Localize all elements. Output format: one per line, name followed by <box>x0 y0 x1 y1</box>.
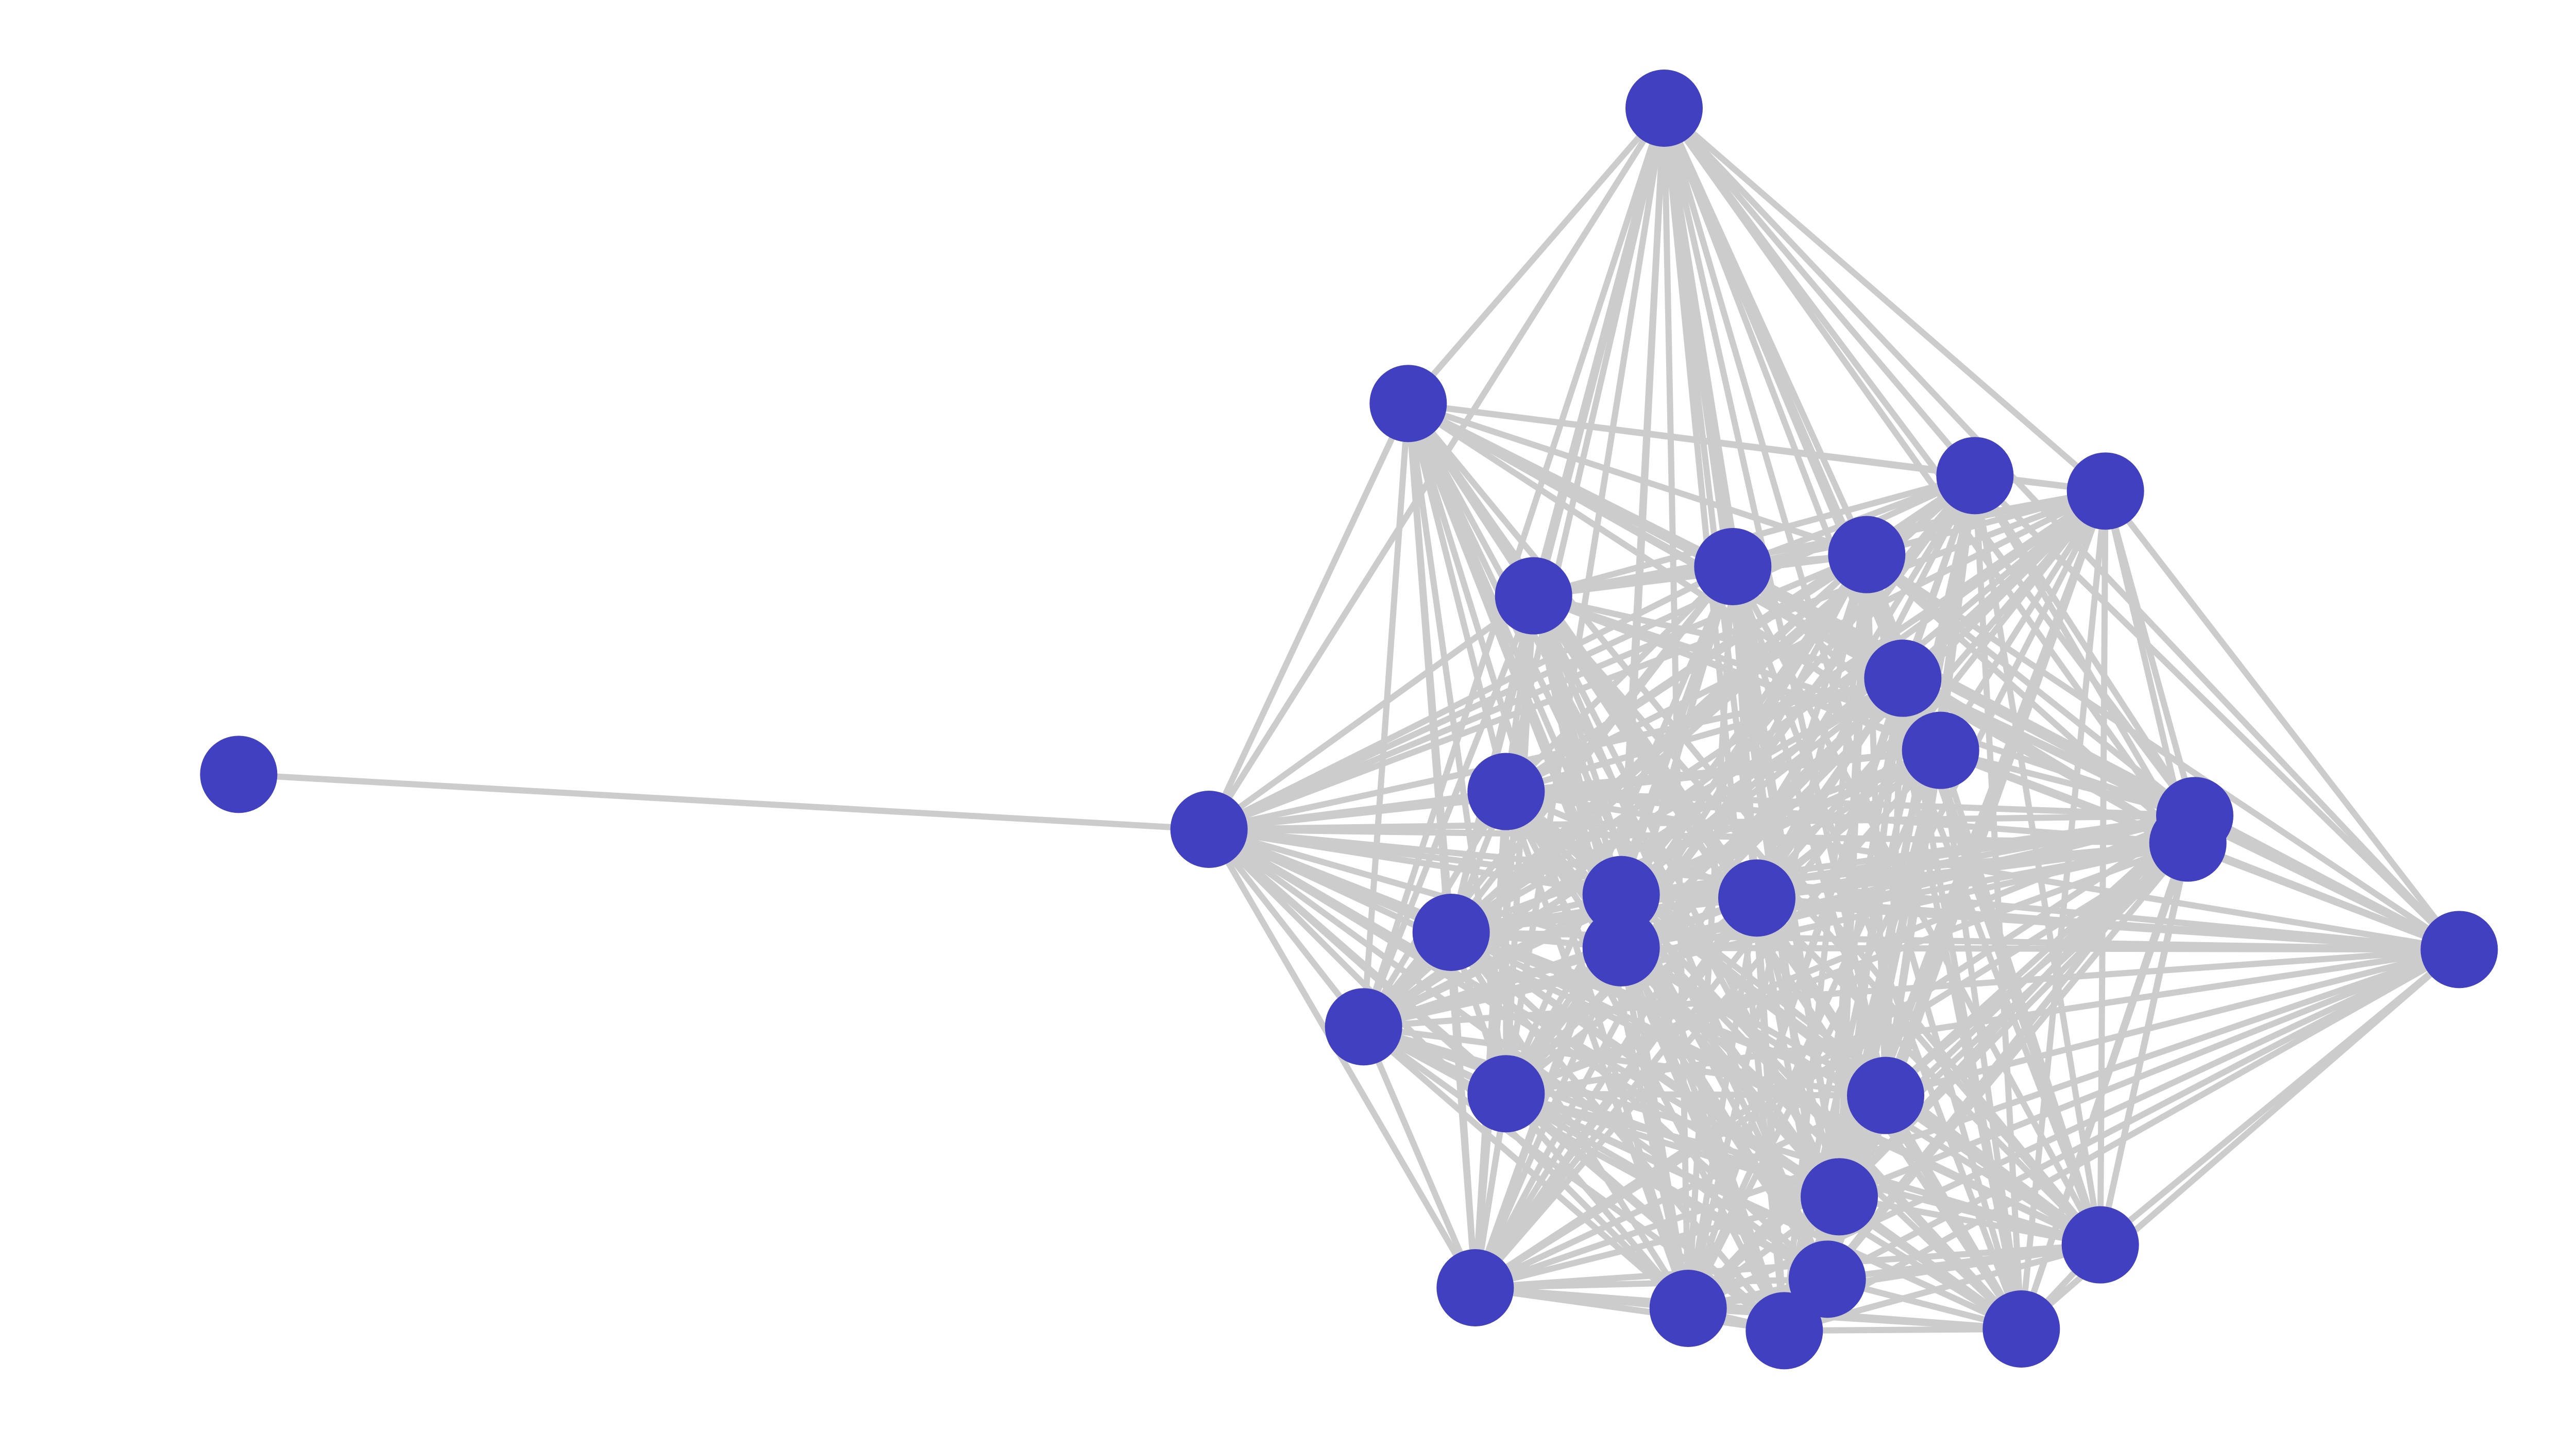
edge-6-13 <box>1865 552 2197 819</box>
edge-13-19 <box>2193 812 2461 952</box>
edge-25-26 <box>1475 1276 1827 1291</box>
edge-20-27 <box>1361 1024 1690 1311</box>
edge-14-19 <box>2187 840 2461 952</box>
edge-11-12 <box>1208 788 1507 832</box>
edge-20-25 <box>1361 1025 1478 1289</box>
edge-18-20 <box>1362 945 1622 1030</box>
edge-19-26 <box>1825 947 2461 1282</box>
edge-21-24 <box>1505 1090 2102 1248</box>
edge-14-24 <box>2097 842 2191 1246</box>
node-28 <box>1745 1292 1823 1370</box>
edge-6-11 <box>1208 552 1868 832</box>
edge-5-11 <box>1207 564 1735 832</box>
edge-25-28 <box>1475 1285 1785 1334</box>
edge-16-19 <box>1756 895 2460 953</box>
edge-2-6 <box>1407 400 1868 558</box>
edge-19-23 <box>1838 946 2461 1200</box>
edge-7-11 <box>1207 593 1536 832</box>
node-9 <box>1902 711 1979 789</box>
edge-2-11 <box>1206 402 1411 831</box>
edge-7-8 <box>1533 592 1904 681</box>
edge-7-20 <box>1361 594 1537 1028</box>
edge-9-13 <box>1940 747 2196 819</box>
node-21 <box>1467 1055 1545 1133</box>
edge-20-23 <box>1362 1024 1841 1200</box>
node-15 <box>1582 856 1660 933</box>
edge-7-24 <box>1531 593 2103 1247</box>
edge-18-19 <box>1621 945 2460 953</box>
edge-28-29 <box>1784 1326 2022 1334</box>
edge-10-11 <box>238 771 1210 832</box>
edge-19-22 <box>1885 946 2460 1099</box>
node-10 <box>200 736 278 813</box>
edge-20-22 <box>1363 1024 1886 1099</box>
node-25 <box>1436 1249 1514 1326</box>
edge-9-12 <box>1505 747 1941 795</box>
node-4 <box>2066 452 2144 530</box>
node-19 <box>2420 911 2498 988</box>
edge-14-22 <box>1884 841 2190 1098</box>
edge-1-14 <box>1662 106 2191 845</box>
edge-4-7 <box>1533 488 2106 599</box>
edge-3-13 <box>1972 474 2198 817</box>
node-22 <box>1847 1056 1924 1134</box>
node-11 <box>1170 791 1248 868</box>
edge-1-4 <box>1662 106 2108 493</box>
edge-11-20 <box>1206 827 1366 1029</box>
node-27 <box>1649 1270 1727 1347</box>
node-26 <box>1788 1240 1866 1318</box>
edge-9-18 <box>1619 747 1942 951</box>
edge-21-28 <box>1504 1091 1787 1333</box>
edge-4-19 <box>2103 489 2462 951</box>
edge-23-24 <box>1838 1194 2101 1248</box>
edge-16-27 <box>1685 897 1760 1309</box>
edge-22-29 <box>1883 1094 2024 1331</box>
edge-1-2 <box>1405 106 1667 406</box>
node-7 <box>1495 557 1572 635</box>
node-8 <box>1864 639 1942 717</box>
node-18 <box>1582 909 1660 986</box>
edge-24-27 <box>1687 1241 2101 1311</box>
edge-12-13 <box>1506 788 2195 819</box>
node-14 <box>2149 804 2227 882</box>
edge-9-17 <box>1450 747 1942 935</box>
node-29 <box>1982 1290 2060 1368</box>
node-16 <box>1718 859 1795 937</box>
node-2 <box>1369 365 1447 442</box>
node-17 <box>1412 894 1490 971</box>
edge-6-19 <box>1865 552 2461 952</box>
node-3 <box>1936 437 2014 515</box>
edge-19-28 <box>1783 947 2461 1334</box>
nodes-layer <box>200 70 2498 1370</box>
edge-19-25 <box>1474 946 2461 1291</box>
node-20 <box>1325 988 1402 1066</box>
edge-24-25 <box>1475 1241 2101 1291</box>
edge-22-24 <box>1884 1093 2103 1248</box>
edge-23-25 <box>1474 1194 1840 1291</box>
edge-21-22 <box>1506 1090 1886 1099</box>
node-12 <box>1467 753 1545 830</box>
edge-1-3 <box>1662 106 1977 478</box>
edge-2-12 <box>1405 402 1510 793</box>
edge-8-11 <box>1208 675 1904 832</box>
edge-8-12 <box>1505 675 1904 795</box>
edge-27-29 <box>1688 1305 2022 1332</box>
node-1 <box>1625 70 1703 147</box>
edge-22-25 <box>1473 1093 1887 1291</box>
node-5 <box>1694 528 1772 605</box>
node-24 <box>2061 1206 2139 1284</box>
node-23 <box>1801 1158 1878 1236</box>
edge-19-20 <box>1363 946 2460 1030</box>
edge-4-6 <box>1866 488 2107 558</box>
edge-19-21 <box>1505 946 2460 1097</box>
edges-layer <box>238 106 2462 1334</box>
node-6 <box>1828 516 1906 593</box>
